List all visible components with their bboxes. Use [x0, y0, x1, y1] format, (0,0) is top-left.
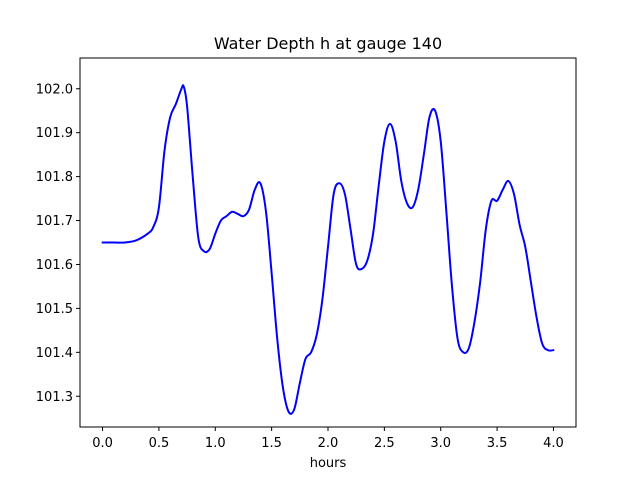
y-tick-label: 101.4 — [36, 346, 73, 361]
x-tick-label: 2.0 — [318, 436, 339, 451]
x-axis-label: hours — [310, 456, 347, 471]
chart-title: Water Depth h at gauge 140 — [214, 34, 442, 53]
y-tick-label: 102.0 — [36, 82, 73, 97]
x-tick-label: 1.0 — [205, 436, 226, 451]
axis-ticks: 0.0 0.5 1.0 1.5 2.0 2.5 3.0 3.5 4.0 101.3 101.4 101… — [36, 82, 564, 451]
x-tick-label: 3.5 — [487, 436, 508, 451]
x-tick-label: 4.0 — [543, 436, 564, 451]
x-tick-label: 0.5 — [149, 436, 170, 451]
plot-frame — [79, 57, 577, 428]
y-tick-label: 101.8 — [36, 170, 73, 185]
series-line — [101, 84, 555, 415]
x-tick-label: 0.0 — [92, 436, 113, 451]
x-tick-label: 2.5 — [374, 436, 395, 451]
y-tick-label: 101.9 — [36, 126, 73, 141]
y-tick-label: 101.3 — [36, 390, 73, 405]
x-tick-label: 1.5 — [261, 436, 282, 451]
x-tick-label: 3.0 — [430, 436, 451, 451]
y-tick-label: 101.7 — [36, 214, 73, 229]
y-tick-label: 101.5 — [36, 302, 73, 317]
y-tick-label: 101.6 — [36, 258, 73, 273]
